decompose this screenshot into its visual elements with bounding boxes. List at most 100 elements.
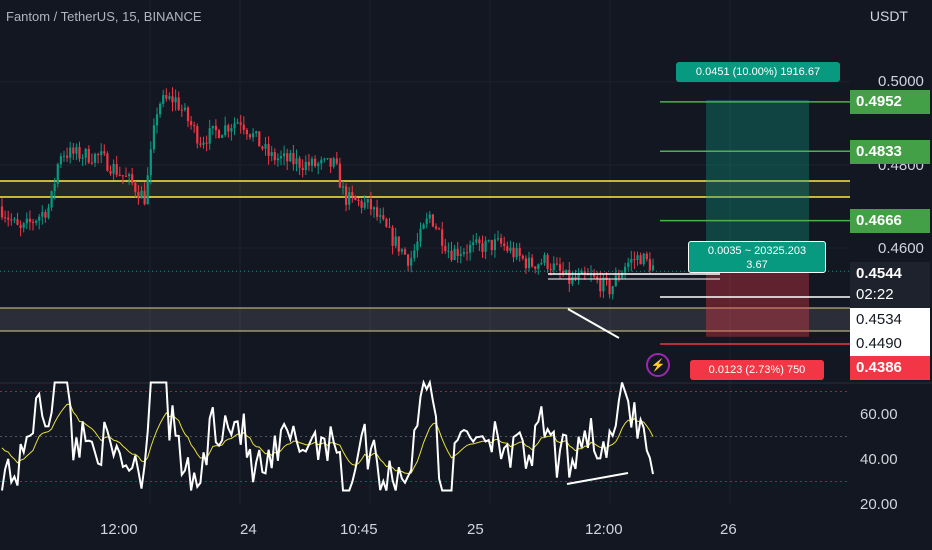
candle-body	[47, 207, 50, 218]
candle-body	[614, 275, 617, 287]
candle-body	[103, 151, 106, 154]
target-label[interactable]: 0.0451 (10.00%) 1916.67	[676, 62, 840, 82]
candle-body	[261, 146, 264, 149]
candle-body	[289, 153, 292, 162]
candle-body	[162, 95, 165, 104]
candle-body	[599, 279, 602, 292]
candle-body	[270, 152, 273, 157]
candle-body	[400, 249, 403, 252]
candle-body	[87, 148, 90, 163]
candle-body	[456, 248, 459, 256]
candle-body	[366, 199, 369, 203]
candle-body	[211, 125, 214, 129]
candle-body	[428, 214, 431, 219]
candle-body	[617, 275, 620, 278]
candle-body	[490, 239, 493, 251]
candle-body	[292, 153, 295, 165]
candle-body	[481, 243, 484, 252]
candle-body	[403, 249, 407, 255]
candle-body	[363, 202, 366, 208]
candle-body	[500, 238, 503, 244]
candle-body	[611, 286, 614, 295]
candle-body	[205, 142, 208, 144]
candle-body	[214, 125, 217, 131]
candle-body	[620, 272, 624, 278]
candle-body	[174, 97, 177, 103]
candle-body	[258, 131, 261, 147]
candle-body	[252, 133, 255, 138]
candle-body	[301, 167, 304, 171]
candle-body	[462, 252, 465, 255]
candle-body	[202, 142, 205, 145]
candle-body	[28, 218, 31, 222]
candle-body	[143, 190, 146, 205]
candle-body	[78, 146, 81, 159]
candle-body	[348, 192, 351, 205]
candle-body	[307, 161, 310, 166]
candle-body	[565, 269, 568, 275]
entry-label[interactable]: 0.0035 ~ 20325.203 3.67	[688, 241, 826, 273]
candle-body	[314, 158, 317, 167]
candle-body	[338, 163, 341, 188]
candle-body	[196, 126, 199, 144]
candle-body	[109, 170, 112, 174]
candle-body	[512, 247, 515, 258]
candle-body	[112, 163, 115, 174]
candle-body	[503, 243, 506, 247]
candle-body	[388, 226, 391, 228]
candle-body	[41, 211, 44, 217]
candle-body	[22, 223, 25, 228]
stop-price-tag: 0.4386	[850, 356, 930, 380]
candle-body	[596, 276, 599, 280]
candle-body	[146, 175, 149, 205]
lightning-icon[interactable]: ⚡	[646, 353, 670, 377]
candle-body	[35, 220, 38, 223]
candle-body	[376, 207, 379, 217]
candle-body	[149, 149, 152, 176]
candle-body	[636, 255, 639, 261]
candle-body	[527, 257, 531, 269]
candle-body	[56, 164, 59, 184]
candle-body	[283, 153, 286, 157]
candle-body	[224, 125, 227, 136]
rsi-axis-label: 40.00	[860, 451, 898, 468]
candle-body	[128, 174, 131, 177]
candle-body	[100, 151, 103, 155]
candle-body	[230, 128, 233, 132]
candle-body	[469, 245, 472, 253]
rsi-line	[1, 379, 654, 492]
candle-body	[186, 107, 190, 122]
entry-label-line2: 3.67	[746, 259, 768, 271]
candle-body	[16, 219, 19, 225]
candle-body	[97, 153, 100, 155]
candle-body	[537, 264, 540, 269]
time-axis-label: 12:00	[100, 521, 138, 538]
candle-body	[496, 238, 500, 240]
candle-body	[558, 264, 562, 271]
candle-body	[577, 274, 580, 280]
candle-body	[568, 269, 571, 284]
candle-body	[580, 271, 583, 275]
candle-body	[208, 128, 211, 144]
candle-body	[407, 254, 410, 266]
candle-body	[345, 186, 348, 205]
candle-body	[472, 242, 475, 246]
candle-body	[506, 246, 509, 251]
candle-body	[397, 236, 400, 252]
candle-body	[639, 255, 642, 265]
candle-body	[320, 159, 323, 164]
candle-body	[227, 125, 230, 132]
candle-body	[124, 175, 128, 177]
stop-label[interactable]: 0.0123 (2.73%) 750	[690, 360, 824, 380]
candle-body	[72, 147, 75, 154]
candle-body	[438, 228, 441, 230]
candle-body	[217, 130, 221, 138]
candle-body	[248, 134, 252, 138]
candle-body	[410, 258, 413, 266]
candle-body	[555, 263, 558, 265]
candle-body	[633, 259, 636, 261]
candle-body	[159, 103, 162, 115]
candle-body	[4, 217, 7, 219]
candle-body	[509, 247, 512, 251]
